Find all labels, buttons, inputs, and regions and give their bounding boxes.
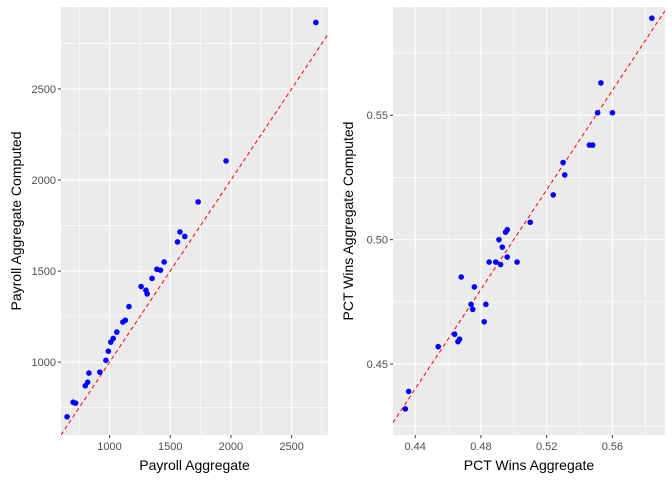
y-tick-label: 2000 [32,175,56,187]
data-point [84,379,91,385]
payroll-x-axis-title: Payroll Aggregate [139,457,250,473]
data-point [149,275,155,282]
data-point [126,303,132,310]
data-point [598,80,604,86]
data-point [492,259,499,265]
data-point [157,267,164,273]
plot-background [61,7,328,435]
x-tick-label: 2500 [279,441,303,453]
data-point [589,142,596,148]
data-point [402,406,409,412]
data-point [174,239,181,245]
data-point [177,229,183,235]
data-point [527,219,534,226]
identity-reference-line [61,34,328,435]
data-point [609,109,616,116]
data-point [469,306,476,313]
data-point [181,233,188,240]
x-tick-label: 0.48 [470,441,491,453]
data-point [122,317,129,324]
pct-wins-x-axis-title: PCT Wins Aggregate [464,457,595,473]
y-tick-label: 2500 [32,84,56,96]
y-tick-label: 1500 [32,266,56,278]
data-point [223,158,229,164]
data-point [560,159,566,166]
data-point [86,370,92,376]
data-point [497,261,504,268]
data-point [451,331,458,338]
y-tick-label: 0.45 [367,359,388,371]
plot-area [61,7,328,435]
data-point [561,172,568,178]
data-point [594,109,601,116]
data-point [72,400,79,406]
data-point [64,413,70,420]
x-tick-label: 2000 [219,441,243,453]
y-tick-label: 1000 [32,357,56,369]
data-point [504,254,511,260]
data-point [496,236,502,243]
data-point [105,348,112,355]
data-point [514,259,520,265]
data-point [435,343,441,350]
data-point [468,301,474,308]
data-point [97,369,103,375]
data-point [313,19,319,26]
data-point [481,318,488,325]
data-point [195,199,201,205]
data-point [649,15,655,21]
data-point [138,283,144,290]
plot-area [393,7,665,435]
data-point [103,357,109,364]
data-point [499,244,506,250]
y-tick-label: 0.55 [367,110,388,122]
x-tick-label: 1500 [158,441,182,453]
payroll-y-axis-title: Payroll Aggregate Computed [8,132,24,311]
data-point [486,259,492,265]
x-tick-label: 0.44 [404,441,425,453]
data-point [504,226,511,233]
data-point [161,259,167,265]
x-tick-label: 0.52 [536,441,557,453]
identity-reference-line [393,10,665,423]
data-point [483,301,489,308]
data-point [456,336,463,342]
data-point [144,291,150,297]
x-tick-label: 1000 [97,441,121,453]
pct-wins-scatter-panel: 0.44 0.48 0.52 0.56 0.45 0.50 0.55 PCT Wins Agg… [340,7,665,473]
pct-wins-y-axis-title: PCT Wins Aggregate Computed [340,122,356,321]
data-point [405,388,412,395]
x-tick-label: 0.56 [602,441,623,453]
data-point [114,329,120,335]
data-point [550,192,557,198]
y-tick-label: 0.50 [367,235,388,247]
data-point [471,284,478,290]
data-point [458,274,465,280]
payroll-scatter-panel: 1000 1500 2000 2500 1000 1500 2000 2500 Payroll … [8,7,328,473]
data-point [110,335,116,342]
